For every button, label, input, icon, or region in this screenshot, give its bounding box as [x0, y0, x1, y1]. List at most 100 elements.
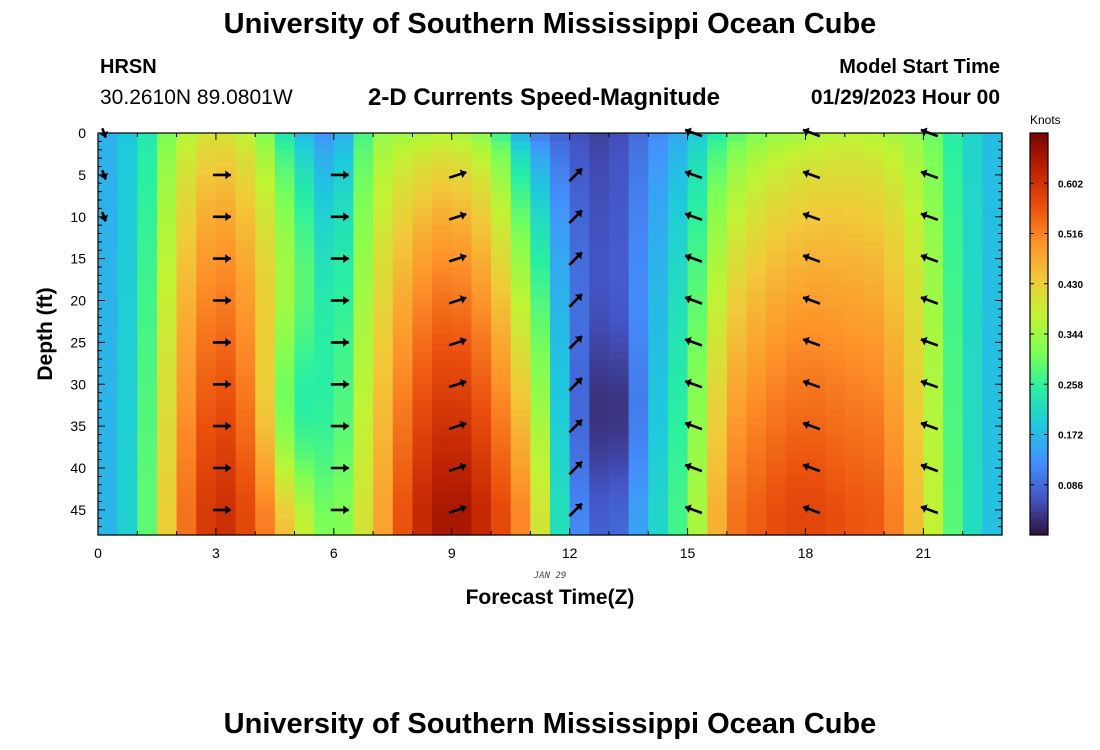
heatmap-cell	[137, 283, 158, 293]
heatmap-cell	[235, 158, 256, 168]
heatmap-cell	[825, 468, 846, 477]
heatmap-cell	[196, 292, 217, 302]
heatmap-cell	[98, 149, 119, 159]
heatmap-cell	[825, 359, 846, 369]
heatmap-cell	[825, 493, 846, 503]
heatmap-cell	[962, 267, 983, 276]
heatmap-cell	[844, 342, 866, 352]
heatmap-cell	[392, 426, 414, 436]
heatmap-cell	[550, 241, 571, 251]
heatmap-cell	[628, 300, 649, 310]
heatmap-cell	[353, 149, 374, 159]
heatmap-cell	[844, 417, 866, 427]
heatmap-cell	[844, 484, 866, 494]
colorbar-segment	[1030, 481, 1048, 486]
heatmap-cell	[451, 426, 472, 436]
heatmap-cell	[707, 133, 728, 142]
heatmap-cell	[726, 359, 748, 369]
heatmap-cell	[785, 283, 807, 293]
heatmap-cell	[923, 526, 944, 536]
heatmap-cell	[156, 191, 178, 201]
heatmap-cell	[333, 401, 355, 410]
heatmap-cell	[766, 367, 787, 377]
heatmap-cell	[196, 325, 217, 335]
heatmap-cell	[117, 183, 138, 193]
heatmap-cell	[274, 392, 296, 402]
heatmap-cell	[117, 250, 138, 260]
heatmap-cell	[255, 233, 276, 243]
heatmap-cell	[235, 426, 256, 436]
heatmap-cell	[844, 208, 866, 218]
heatmap-cell	[353, 518, 374, 528]
heatmap-cell	[98, 476, 119, 486]
heatmap-cell	[667, 308, 689, 318]
heatmap-cell	[805, 334, 826, 343]
heatmap-cell	[943, 509, 964, 519]
heatmap-cell	[982, 442, 1003, 452]
heatmap-cell	[432, 267, 453, 276]
heatmap-cell	[196, 518, 217, 528]
heatmap-cell	[137, 350, 158, 360]
heatmap-cell	[294, 300, 315, 310]
heatmap-cell	[117, 493, 138, 503]
heatmap-cell	[235, 459, 256, 469]
heatmap-cell	[825, 392, 846, 402]
colorbar-segment	[1030, 364, 1048, 368]
heatmap-cell	[98, 392, 119, 402]
current-vector-arrow	[212, 296, 231, 305]
heatmap-cell	[884, 292, 905, 302]
heatmap-cell	[176, 133, 197, 142]
heatmap-cell	[196, 183, 217, 193]
heatmap-cell	[255, 434, 276, 444]
heatmap-cell	[98, 442, 119, 452]
heatmap-cell	[176, 375, 197, 385]
heatmap-cell	[451, 451, 472, 461]
heatmap-cell	[746, 258, 767, 268]
heatmap-cell	[176, 208, 197, 218]
model-start-value: 01/29/2023 Hour 00	[810, 86, 1000, 109]
heatmap-cell	[707, 166, 728, 176]
heatmap-cell	[687, 225, 708, 235]
colorbar-segment	[1030, 414, 1048, 419]
heatmap-cell	[648, 476, 669, 486]
heatmap-cell	[314, 267, 335, 276]
heatmap-cell	[825, 417, 846, 427]
heatmap-cell	[98, 183, 119, 193]
colorbar-tick-label: 0.086	[1058, 481, 1083, 492]
heatmap-cell	[608, 267, 630, 276]
heatmap-cell	[864, 216, 885, 226]
heatmap-cell	[294, 174, 315, 184]
heatmap-cell	[530, 158, 551, 168]
x-tick-label: 0	[94, 545, 102, 561]
heatmap-cell	[884, 233, 905, 243]
heatmap-cell	[982, 216, 1003, 226]
heatmap-cell	[333, 174, 355, 184]
heatmap-cell	[156, 292, 178, 302]
heatmap-cell	[687, 493, 708, 503]
heatmap-cell	[491, 442, 512, 452]
heatmap-cell	[294, 334, 315, 343]
heatmap-cell	[923, 158, 944, 168]
heatmap-cell	[667, 191, 689, 201]
heatmap-cell	[569, 434, 590, 444]
heatmap-cell	[255, 200, 276, 209]
heatmap-cell	[844, 384, 866, 394]
heatmap-cell	[962, 409, 983, 419]
heatmap-cell	[844, 409, 866, 419]
heatmap-cell	[196, 308, 217, 318]
heatmap-cell	[726, 149, 748, 159]
heatmap-cell	[805, 451, 826, 461]
heatmap-cell	[176, 350, 197, 360]
heatmap-cell	[923, 509, 944, 519]
heatmap-cell	[176, 191, 197, 201]
heatmap-cell	[117, 434, 138, 444]
heatmap-cell	[608, 434, 630, 444]
heatmap-cell	[864, 476, 885, 486]
heatmap-cell	[982, 501, 1003, 511]
heatmap-cell	[628, 292, 649, 302]
heatmap-cell	[687, 409, 708, 419]
heatmap-cell	[274, 468, 296, 477]
heatmap-cell	[982, 484, 1003, 494]
heatmap-cell	[785, 241, 807, 251]
heatmap-cell	[510, 350, 531, 360]
